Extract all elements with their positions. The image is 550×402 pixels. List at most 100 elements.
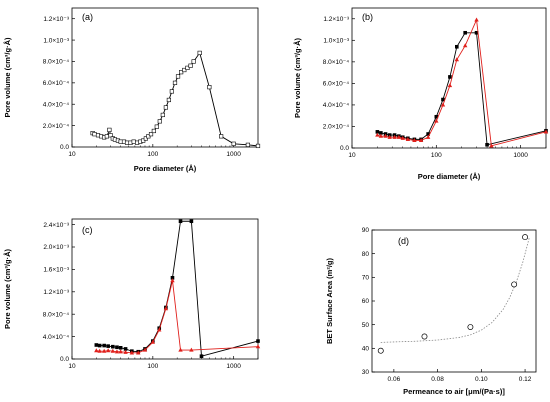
data-point — [160, 112, 165, 118]
data-point — [489, 143, 494, 148]
panel-label: (b) — [362, 12, 373, 22]
y-tick-label: 2.0×10⁻⁴ — [43, 123, 69, 130]
data-point — [375, 130, 380, 134]
y-tick-label: 8.0×10⁻⁴ — [43, 311, 69, 318]
data-point — [467, 324, 474, 330]
data-point — [219, 134, 224, 139]
data-point — [197, 50, 202, 56]
data-point — [106, 344, 110, 348]
plot-frame — [71, 7, 259, 148]
y-tick-label: 8.0×10⁻⁴ — [323, 59, 349, 66]
y-tick-label: 1.2×10⁻³ — [43, 289, 69, 296]
data-point — [255, 143, 261, 149]
x-tick-label: 1000 — [226, 363, 241, 370]
y-tick-label: 6.0×10⁻⁴ — [43, 80, 69, 87]
data-point — [150, 339, 156, 344]
data-point — [97, 343, 102, 348]
x-tick-label: 1000 — [513, 152, 528, 159]
y-tick-label: 80 — [362, 251, 370, 258]
data-point — [434, 118, 439, 123]
data-point — [148, 132, 154, 137]
chart-panel-0: 10 100 1000 0.0 2.0×10⁻⁴ 4.0×10⁻⁴ 6.0×10⁻⁴ 8.0×… — [3, 7, 261, 173]
data-point — [94, 348, 99, 353]
data-point — [104, 134, 109, 139]
data-point — [412, 138, 417, 143]
series-line-0 — [96, 220, 259, 357]
y-tick-label: 6.0×10⁻⁴ — [323, 81, 349, 88]
data-point — [441, 97, 445, 102]
data-point — [107, 127, 112, 132]
data-point — [102, 343, 106, 348]
data-point — [199, 354, 204, 358]
data-point — [178, 219, 183, 224]
data-point — [143, 136, 148, 141]
y-tick-label: 60 — [362, 298, 370, 305]
data-point — [421, 333, 428, 340]
x-axis-label: Pore diameter (Å) — [134, 164, 197, 173]
series-line-0 — [92, 51, 259, 147]
y-tick-label: 2.0×10⁻⁴ — [323, 124, 349, 131]
y-tick-label: 0.0 — [60, 356, 69, 363]
data-point — [157, 119, 162, 124]
plot-frame — [371, 229, 537, 373]
panel-label: (a) — [82, 12, 93, 22]
y-tick-label: 70 — [362, 275, 370, 282]
data-point — [123, 349, 128, 354]
data-point — [101, 348, 107, 353]
data-point — [400, 135, 405, 140]
data-point — [463, 30, 467, 35]
data-point — [151, 128, 156, 134]
x-tick-label: 0.12 — [519, 376, 532, 383]
y-tick-label: 2.4×10⁻³ — [43, 222, 69, 229]
y-tick-label: 1.2×10⁻³ — [43, 16, 69, 23]
data-point — [94, 343, 99, 347]
data-point — [387, 134, 392, 139]
data-point — [110, 348, 116, 353]
panel-label: (d) — [398, 236, 409, 246]
data-point — [92, 132, 97, 137]
data-point — [522, 234, 529, 241]
data-point — [377, 347, 384, 354]
data-point — [255, 344, 261, 349]
data-point — [405, 136, 411, 141]
y-tick-label: 4.0×10⁻⁴ — [43, 334, 69, 341]
data-point — [131, 139, 136, 144]
data-point — [115, 345, 119, 350]
y-axis-label: Pore volume (cm³/g·Å) — [293, 37, 302, 118]
data-point — [170, 276, 175, 280]
data-point — [154, 124, 159, 129]
y-tick-label: 1.2×10⁻³ — [323, 16, 349, 23]
x-tick-label: 100 — [147, 363, 158, 370]
data-point — [178, 347, 183, 352]
data-point — [426, 132, 430, 136]
chart-panel-2: 10 100 1000 0.0 4.0×10⁻⁴ 8.0×10⁻⁴ 1.2×10⁻³ 1.6×… — [3, 218, 261, 370]
data-point — [207, 85, 212, 90]
x-tick-label: 100 — [147, 151, 158, 158]
data-point — [175, 74, 181, 79]
data-point — [111, 344, 115, 349]
data-point — [462, 43, 468, 48]
data-point — [474, 30, 479, 35]
data-point — [440, 102, 446, 107]
data-point — [378, 133, 384, 138]
chart-panel-3: 0.06 0.08 0.10 0.12 30 40 50 60 70 80 90 Permeance … — [325, 227, 537, 396]
series-line-0 — [377, 32, 547, 146]
fit-curve — [380, 236, 530, 343]
y-axis-label: Pore volume (cm³/g·Å) — [3, 37, 12, 118]
data-point — [124, 140, 130, 145]
y-tick-label: 0.0 — [340, 145, 349, 152]
data-point — [170, 278, 175, 283]
x-tick-label: 0.08 — [431, 376, 444, 383]
data-point — [447, 83, 453, 88]
y-tick-label: 0.0 — [60, 144, 69, 151]
data-point — [418, 138, 424, 143]
y-tick-label: 40 — [362, 346, 370, 353]
data-point — [157, 327, 162, 332]
data-point — [485, 142, 489, 147]
data-point — [118, 349, 123, 354]
x-tick-label: 1000 — [226, 151, 241, 158]
x-tick-label: 100 — [431, 152, 442, 159]
data-point — [454, 57, 460, 62]
data-point — [146, 134, 151, 139]
